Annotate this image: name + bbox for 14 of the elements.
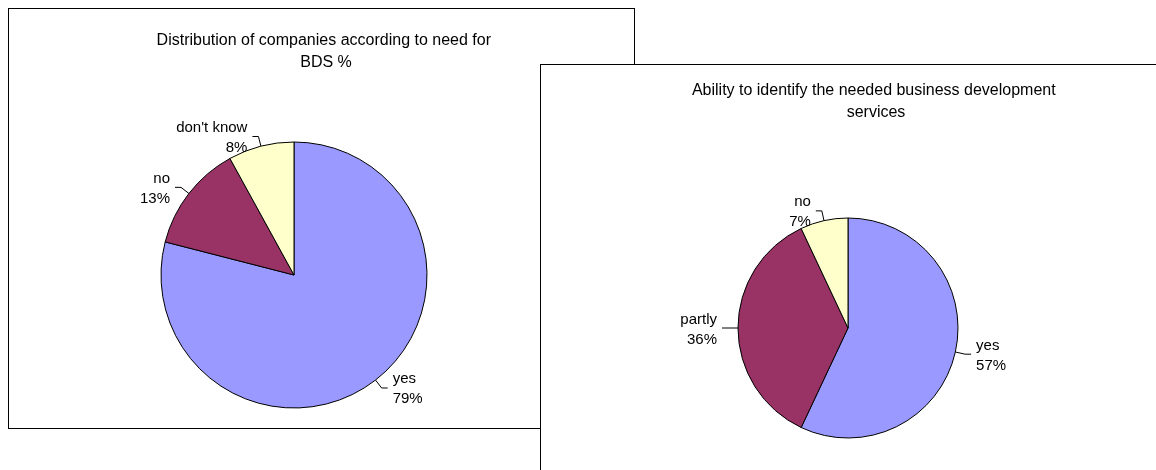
chart-title: Ability to identify the needed business development services	[691, 80, 1061, 120]
data-label: 79%	[392, 389, 423, 407]
slice-label: yes	[392, 369, 416, 387]
data-label: 13%	[139, 188, 171, 206]
data-label: 7%	[789, 212, 811, 230]
slice-label: yes	[976, 335, 1000, 353]
slice-label: don't know	[176, 117, 248, 135]
chart-title: Distribution of companies according to need for BDS %	[156, 30, 496, 70]
data-label: 8%	[225, 137, 248, 155]
slice-label: no	[153, 168, 171, 186]
data-label: 57%	[976, 355, 1007, 373]
slice-label: partly	[680, 309, 718, 327]
data-label: 36%	[686, 329, 717, 347]
slice-label: no	[794, 192, 811, 210]
